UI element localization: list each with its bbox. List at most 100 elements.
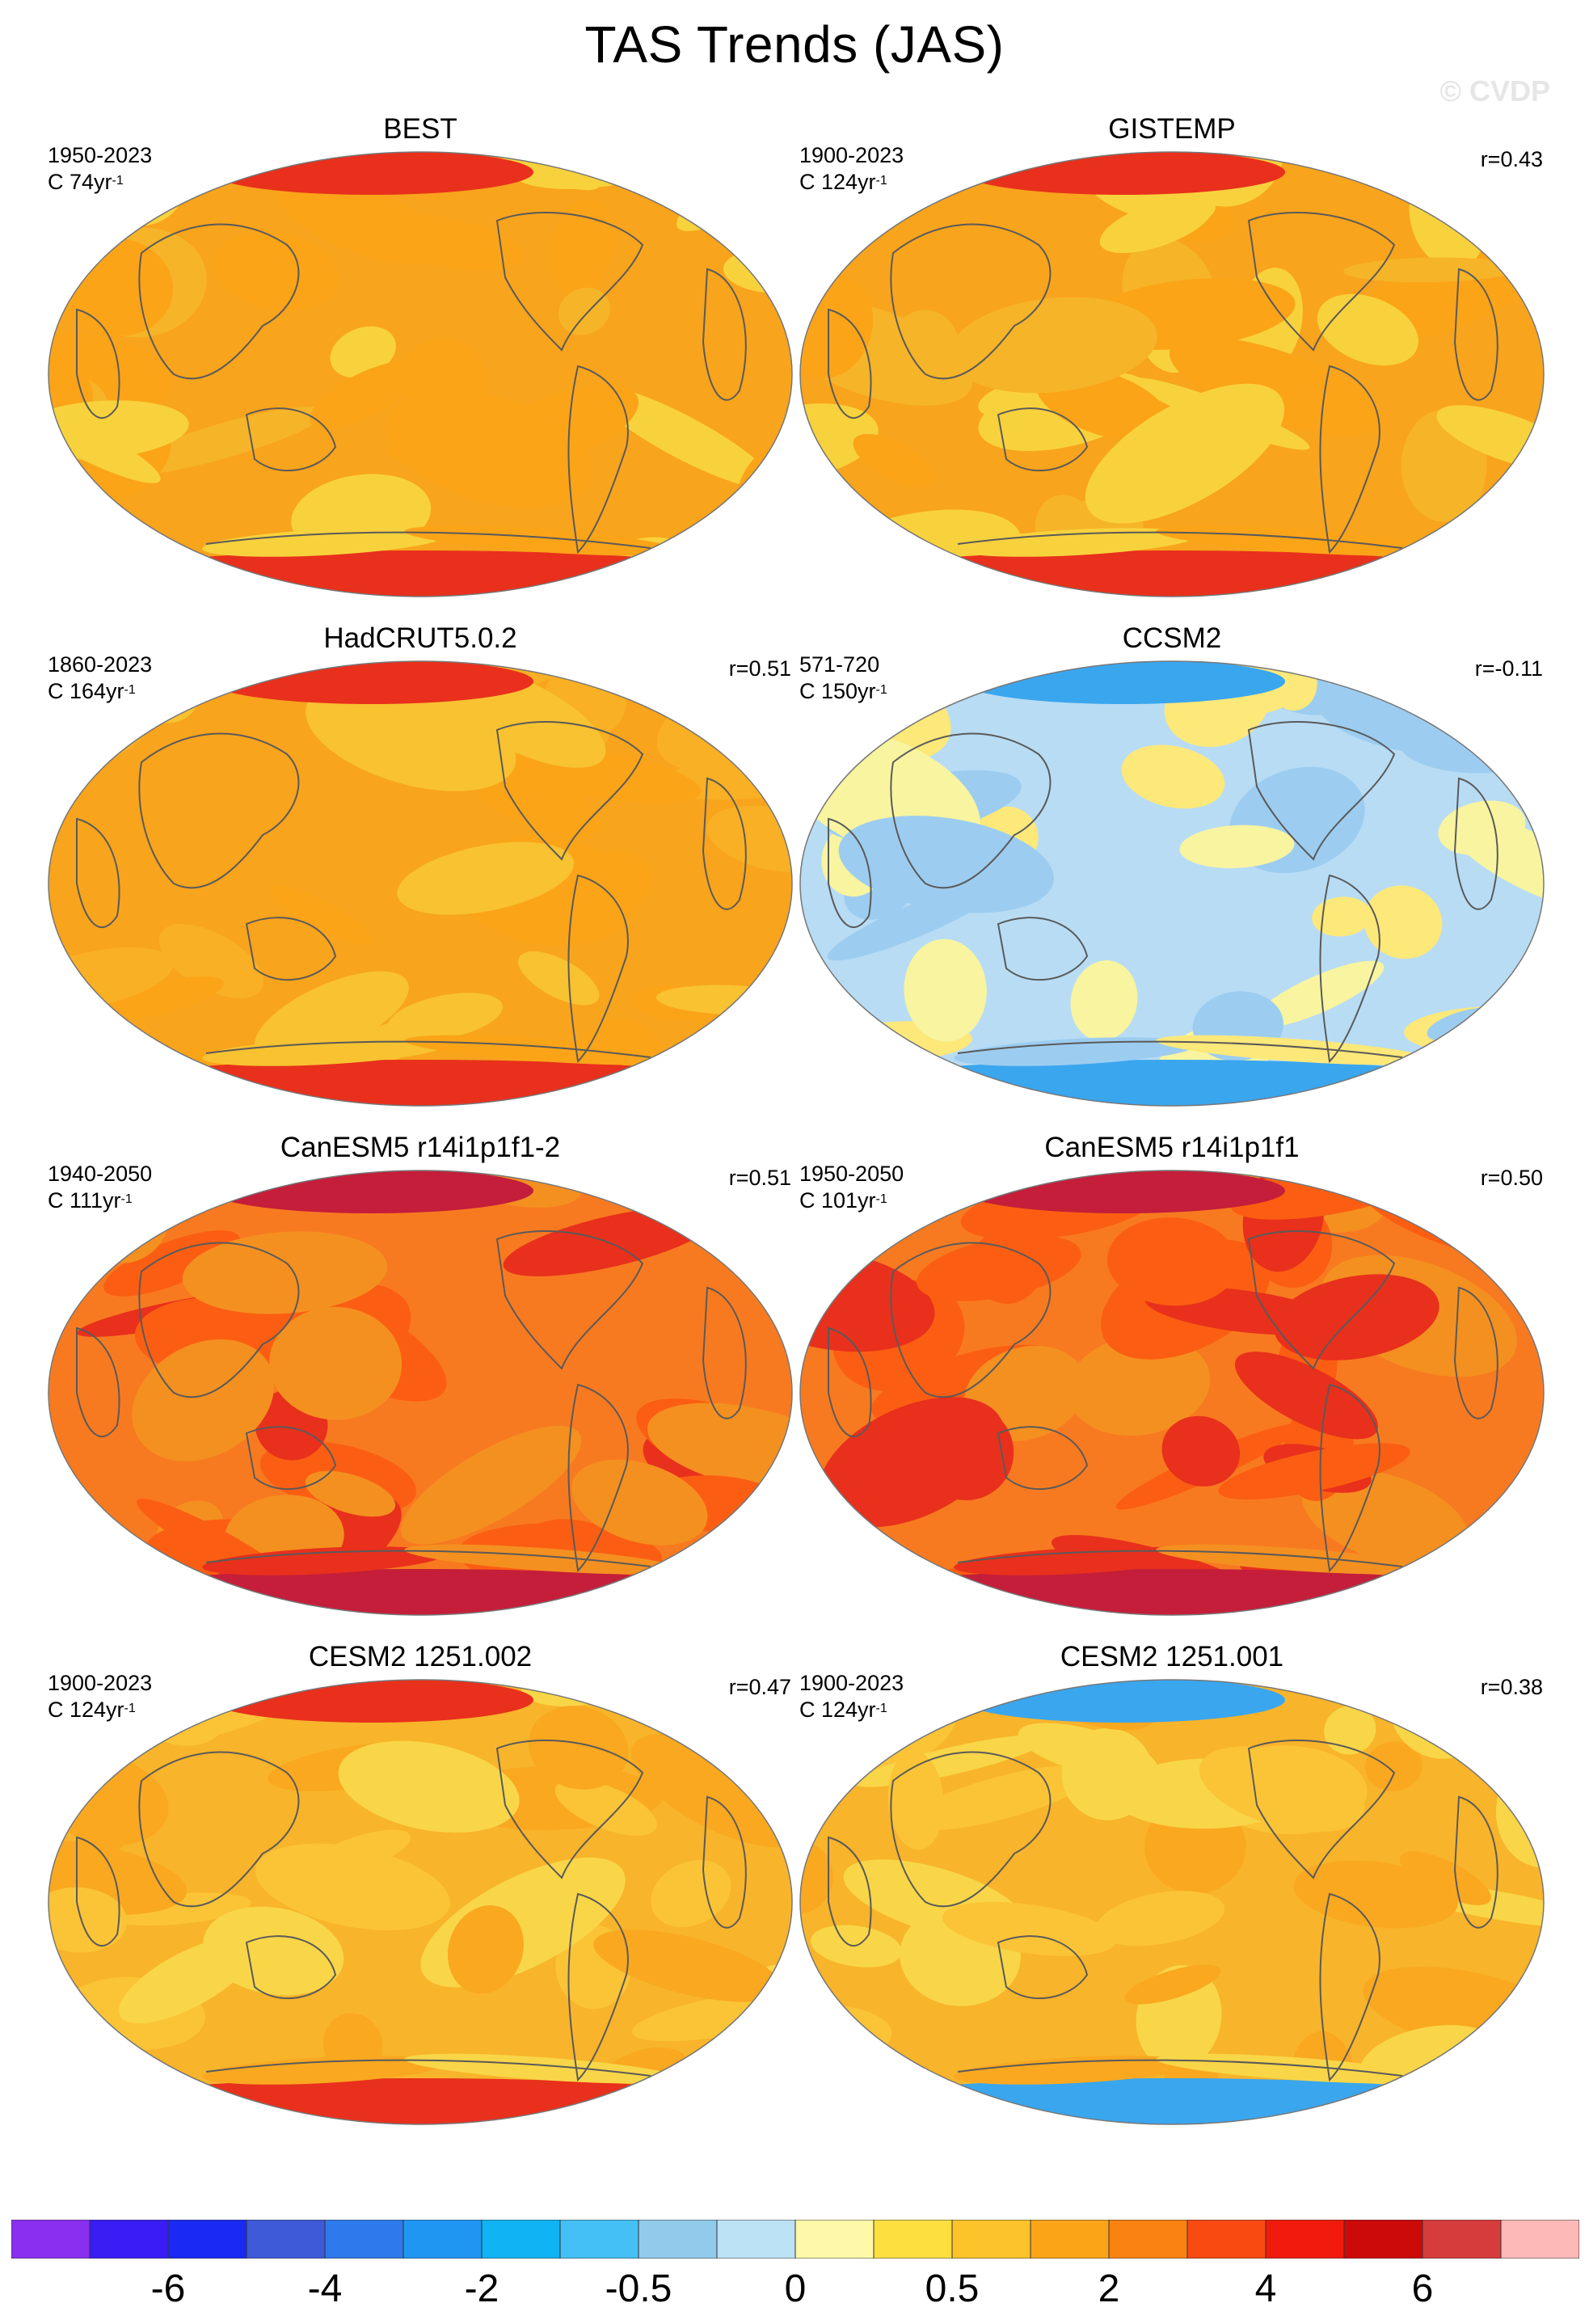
map-field — [800, 661, 1544, 1106]
trend-unit: C 101yr-1 — [799, 1188, 887, 1213]
trend-unit: C 150yr-1 — [799, 679, 887, 703]
coastline-south-america — [1319, 874, 1380, 1064]
pattern-correlation: r=0.47 — [728, 1675, 791, 1699]
colorbar-swatch — [638, 2220, 718, 2259]
anomaly-blob — [1096, 1891, 1225, 1947]
trend-unit: C 124yr-1 — [799, 1698, 887, 1722]
anomaly-blob — [1199, 1746, 1365, 1833]
robinson-map — [48, 151, 793, 597]
coastline-africa — [828, 308, 872, 419]
anomaly-blob — [1274, 1274, 1439, 1360]
anomaly-blob — [255, 1843, 450, 1930]
colorbar-label: -6 — [150, 2267, 186, 2310]
anomaly-blob — [1424, 1681, 1519, 1737]
anomaly-blob — [118, 406, 327, 475]
coastline-africa — [76, 817, 120, 928]
figure-title: TAS Trends (JAS) — [584, 15, 1005, 74]
anomaly-blob — [749, 152, 792, 226]
southern-band — [832, 1569, 1511, 1615]
coastline-africa — [76, 308, 120, 419]
map-border — [799, 1679, 1545, 2125]
panel-period: 1940-2050 C 111yr-1 — [48, 1161, 152, 1214]
period-years: 1860-2023 — [48, 652, 153, 677]
anomaly-blob — [1234, 1352, 1379, 1440]
coastline-south-america — [567, 874, 629, 1064]
arctic-band — [962, 1170, 1285, 1213]
panel-title: BEST — [383, 113, 457, 145]
robinson-map — [799, 660, 1545, 1107]
coastline-north-america — [495, 1230, 644, 1370]
period-years: 1950-2023 — [48, 143, 153, 167]
anomaly-blob — [949, 297, 1157, 394]
colorbar-label: -4 — [307, 2267, 343, 2310]
colorbar-swatch — [324, 2220, 404, 2259]
anomaly-blob — [132, 1339, 275, 1461]
coastline-north-america — [495, 721, 644, 861]
coastline-africa-east — [1453, 777, 1498, 910]
trend-unit-exponent: -1 — [124, 1702, 136, 1715]
trend-unit-exponent: -1 — [112, 174, 124, 188]
anomaly-blob — [48, 1030, 136, 1106]
coastline-antarctica — [957, 1040, 1403, 1058]
anomaly-blob — [917, 1234, 1081, 1301]
map-border — [799, 151, 1545, 597]
coastline-antarctica — [957, 2059, 1403, 2077]
map-panel: CanESM5 r14i1p1f1 1950-2050 C 101yr-1 r=0.5… — [796, 1132, 1548, 1617]
colorbar-swatch — [559, 2220, 639, 2259]
panel-period: 1900-2023 C 124yr-1 — [48, 1670, 152, 1723]
anomaly-blob — [89, 976, 224, 1023]
map-field — [48, 661, 792, 1106]
anomaly-blob — [528, 1706, 629, 1790]
trend-unit-exponent: -1 — [875, 1702, 887, 1715]
southern-band — [832, 1060, 1511, 1106]
anomaly-blob — [550, 199, 614, 296]
anomaly-blob — [1342, 257, 1519, 283]
panel-title: CCSM2 — [1122, 622, 1222, 654]
anomaly-blob — [481, 384, 639, 468]
coastline-australia — [997, 407, 1089, 472]
arctic-band — [210, 152, 533, 195]
anomaly-blob — [917, 1404, 1014, 1500]
southern-band — [81, 1569, 760, 1615]
trend-unit-exponent: -1 — [875, 1192, 887, 1206]
anomaly-blob — [691, 2060, 792, 2124]
anomaly-blob — [1253, 960, 1385, 1028]
anomaly-blob — [1477, 152, 1544, 177]
robinson-map — [48, 1679, 793, 2125]
anomaly-blob — [1070, 960, 1138, 1041]
colorbar-swatch — [1186, 2220, 1267, 2259]
anomaly-blob — [1436, 405, 1544, 471]
anomaly-blob — [593, 1930, 782, 2002]
panel-period: 1950-2023 C 74yr-1 — [48, 142, 152, 196]
colorbar-swatch — [1500, 2220, 1579, 2259]
robinson-map — [799, 1170, 1545, 1616]
colorbar — [11, 2220, 1579, 2259]
pattern-correlation: r=0.43 — [1480, 147, 1543, 171]
panel-title: CESM2 1251.001 — [1060, 1641, 1284, 1672]
map-panel: CESM2 1251.002 1900-2023 C 124yr-1 r=0.47 — [44, 1641, 796, 2126]
map-panel: HadCRUT5.0.2 1860-2023 C 164yr-1 r=0.51 — [44, 622, 796, 1107]
colorbar-label: 2 — [1098, 2267, 1120, 2310]
colorbar-label: 0 — [784, 2267, 807, 2310]
anomaly-blob — [276, 176, 446, 265]
anomaly-blob — [800, 663, 885, 733]
coastline-australia — [997, 917, 1089, 981]
colorbar-swatch — [951, 2220, 1031, 2259]
robinson-map — [799, 151, 1545, 597]
anomaly-blob — [800, 1538, 893, 1585]
period-years: 1900-2023 — [799, 1671, 904, 1695]
anomaly-blob — [800, 403, 879, 481]
anomaly-blob — [269, 885, 373, 945]
panel-period: 571-720 C 150yr-1 — [799, 652, 887, 705]
anomaly-blob — [676, 2076, 765, 2124]
colorbar-swatch — [11, 2220, 91, 2259]
coastline-antarctica — [205, 531, 651, 549]
colorbar-swatch — [1422, 2220, 1502, 2259]
coastline-antarctica — [205, 1040, 651, 1058]
anomaly-blob — [1179, 825, 1295, 869]
anomaly-blob — [310, 361, 420, 429]
coastline-antarctica — [205, 1550, 651, 1567]
arctic-band — [210, 1170, 533, 1213]
trend-unit: C 111yr-1 — [48, 1188, 133, 1213]
colorbar-swatch — [246, 2220, 326, 2259]
